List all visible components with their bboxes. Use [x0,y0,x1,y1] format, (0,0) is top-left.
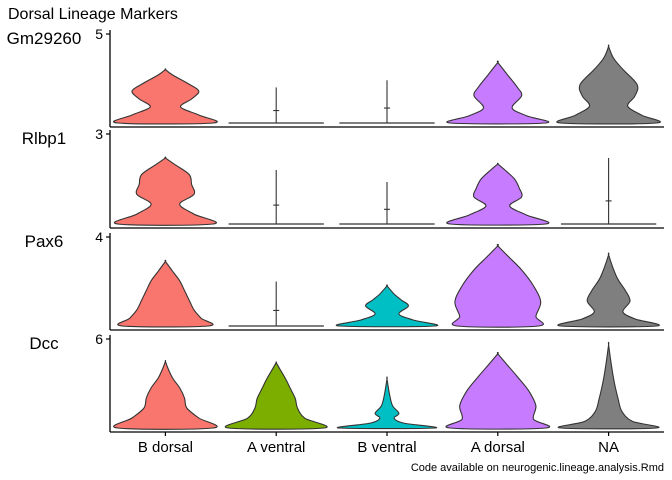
violin-body [446,162,550,226]
violin-body [445,351,551,430]
violin-body [446,60,550,125]
panel-rlbp1: 3 Rlbp1 [22,126,664,229]
gene-label: Gm29260 [7,29,82,48]
x-tick-label: NA [598,439,619,456]
x-tick-label: A dorsal [471,439,525,456]
violin-body [556,44,661,125]
violin-na [557,252,660,328]
y-tick-label: 3 [95,126,103,142]
violin-body [336,376,438,430]
panel-gm29260: 5 Gm29260 [7,26,664,128]
violin-a-ventral [225,361,328,430]
violin-body [113,359,218,430]
violin-body [225,361,328,430]
gene-label: Pax6 [25,232,64,251]
violin-a-ventral [228,87,324,124]
x-axis: B dorsal A ventral B ventral A dorsal NA [138,432,619,456]
violin-a-dorsal [446,60,550,125]
chart-panels: 5 Gm29260 3 Rlbp1 4 Pax6 6 Dcc [7,26,664,433]
violin-b-dorsal [113,359,218,430]
violin-body [114,156,217,226]
violin-na [557,341,660,430]
violin-b-dorsal [114,156,217,226]
violin-body [113,68,218,125]
violin-b-ventral [339,182,435,225]
violin-b-dorsal [117,259,214,328]
violin-body [335,284,439,328]
violin-a-dorsal [446,162,550,226]
panel-dcc: 6 Dcc [29,331,664,433]
violin-a-dorsal [445,351,551,430]
x-tick-label: B dorsal [138,439,193,456]
violin-body [557,341,660,430]
y-tick-label: 6 [95,331,103,347]
chart-title: Dorsal Lineage Markers [8,6,178,23]
x-tick-label: B ventral [357,439,416,456]
violin-b-dorsal [113,68,218,125]
violin-body [451,243,544,328]
panel-pax6: 4 Pax6 [25,229,664,331]
violin-body [557,252,660,328]
violin-a-ventral [228,170,324,225]
violin-a-ventral [228,281,324,327]
violin-b-ventral [336,376,438,430]
violin-body [117,259,214,328]
violin-na [556,44,661,125]
violin-na [560,158,657,225]
gene-label: Dcc [29,334,59,353]
chart-caption: Code available on neurogenic.lineage.ana… [411,462,664,474]
y-tick-label: 5 [95,26,103,42]
violin-a-dorsal [451,243,544,328]
y-tick-label: 4 [95,229,103,245]
gene-label: Rlbp1 [22,129,66,148]
violin-b-ventral [339,80,435,124]
x-tick-label: A ventral [247,439,305,456]
violin-b-ventral [335,284,439,328]
